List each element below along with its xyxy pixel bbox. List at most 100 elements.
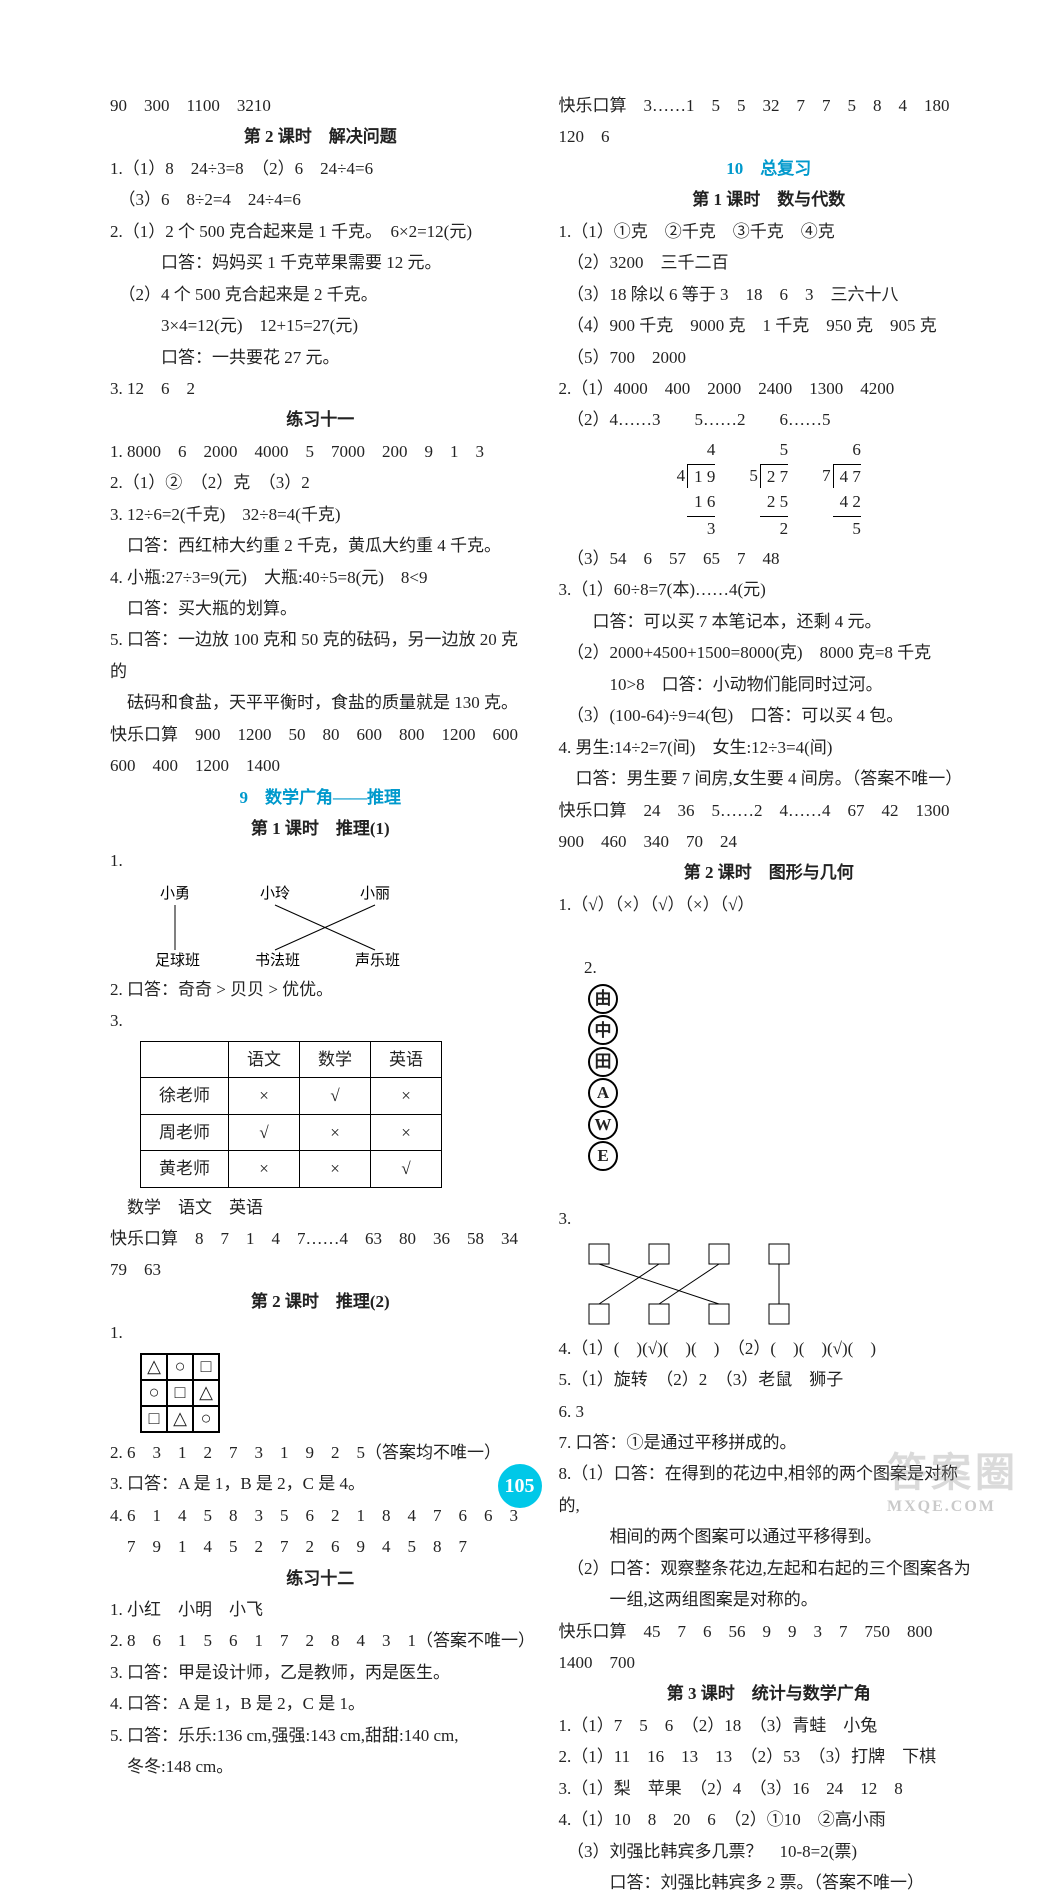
text: 1400 700 [559,1647,980,1678]
label: 小勇 [160,885,190,902]
circle-icon: 中 [588,1015,618,1045]
heading: 第 2 课时 图形与几何 [559,857,980,888]
text: （2）2000+4500+1500=8000(克) 8000 克=8 千克 [559,637,980,668]
section-heading: 9 数学广角——推理 [110,782,531,813]
circles-row: 2. 由 中 田 A W E [559,920,980,1203]
text: （3）6 8÷2=4 24÷4=6 [110,184,531,215]
cell: 徐老师 [141,1078,229,1114]
text: 5. 口答：一边放 100 克和 50 克的砝码，另一边放 20 克的 [110,624,531,687]
heading: 练习十二 [110,1563,531,1594]
text: 900 460 340 70 24 [559,826,980,857]
text: 4. 男生:14÷2=7(间) 女生:12÷3=4(间) [559,732,980,763]
heading: 第 1 课时 推理(1) [110,813,531,844]
text: 5.（1）旋转 （2）2 （3）老鼠 狮子 [559,1364,980,1395]
text: 1.（1）8 24÷3=8 （2）6 24÷4=6 [110,153,531,184]
text: （3）18 除以 6 等于 3 18 6 3 三六十八 [559,279,980,310]
cell: 周老师 [141,1114,229,1150]
text: 1.（√）（×）（√）（×）（√） [559,889,980,920]
text: （3）54 6 57 65 7 48 [559,543,980,574]
text: 2.（1）11 16 13 13 （2）53 （3）打牌 下棋 [559,1741,980,1772]
label: 足球班 [155,952,200,969]
cell: √ [300,1078,371,1114]
text: 1. 小红 小明 小飞 [110,1594,531,1625]
shape-grid: △ ○ □ ○ □ △ □ △ ○ [140,1353,220,1433]
text: 1. 8000 6 2000 4000 5 7000 200 9 1 3 [110,436,531,467]
left-column: 90 300 1100 3210 第 2 课时 解决问题 1.（1）8 24÷3… [110,90,531,1899]
text: 快乐口算 900 1200 50 80 600 800 1200 600 [110,719,531,750]
text: （2）3200 三千二百 [559,247,980,278]
division-2: 5 52 7 2 5 2 [747,436,790,543]
text: 3. [110,1005,531,1036]
text: 4. 口答：A 是 1，B 是 2，C 是 1。 [110,1688,531,1719]
text: 口答：刘强比韩宾多 2 票。（答案不唯一） [559,1867,980,1898]
text: 90 300 1100 3210 [110,90,531,121]
heading: 第 1 课时 数与代数 [559,184,980,215]
cell: × [371,1114,442,1150]
text: 3. 口答：甲是设计师，乙是教师，丙是医生。 [110,1657,531,1688]
cell: × [300,1114,371,1150]
text: 口答：买大瓶的划算。 [110,593,531,624]
text: 4.（1）10 8 20 6 （2）①10 ②高小雨 [559,1804,980,1835]
text: 600 400 1200 1400 [110,750,531,781]
cell: 英语 [371,1041,442,1077]
division-3: 6 74 7 4 2 5 [820,436,863,543]
text: 快乐口算 24 36 5……2 4……4 67 42 1300 [559,795,980,826]
text: 1. [110,1317,531,1348]
section-heading: 10 总复习 [559,153,980,184]
text: 口答：可以买 7 本笔记本，还剩 4 元。 [559,606,980,637]
text: 口答：妈妈买 1 千克苹果需要 12 元。 [110,247,531,278]
cell: □ [141,1406,167,1432]
division-1: 4 41 9 1 6 3 [675,436,718,543]
text: 10>8 口答：小动物们能同时过河。 [559,669,980,700]
cell: √ [371,1151,442,1187]
text: （5）700 2000 [559,342,980,373]
watermark-sub: MXQE.COM [887,1498,1019,1516]
cell: × [300,1151,371,1187]
cell: × [229,1078,300,1114]
cell: ○ [193,1406,219,1432]
matching-diagram-2 [579,1239,839,1329]
circle-icon: E [588,1141,618,1171]
heading: 第 2 课时 解决问题 [110,121,531,152]
long-division-row: 4 41 9 1 6 3 5 52 7 2 5 2 6 74 7 4 2 5 [559,436,980,543]
text: 3. 口答：A 是 1，B 是 2，C 是 4。 [110,1468,531,1499]
cell: 数学 [300,1041,371,1077]
text: 口答：男生要 7 间房,女生要 4 间房。（答案不唯一） [559,763,980,794]
text: 快乐口算 3……1 5 5 32 7 7 5 8 4 180 [559,90,980,121]
text: 4. 6 1 4 5 8 3 5 6 2 1 8 4 7 6 6 3 [110,1500,531,1531]
text: 口答：一共要花 27 元。 [110,342,531,373]
text: （2）4……3 5……2 6……5 [559,404,980,435]
text: 快乐口算 8 7 1 4 7……4 63 80 36 58 34 [110,1223,531,1254]
prefix: 2. [584,958,597,977]
text: 5. 口答：乐乐:136 cm,强强:143 cm,甜甜:140 cm, [110,1720,531,1751]
teacher-table: 语文 数学 英语 徐老师 × √ × 周老师 √ × × 黄老师 × × √ [140,1041,442,1188]
page-number-badge: 105 [498,1464,542,1508]
label: 小丽 [360,885,390,902]
text: 4. 小瓶:27÷3=9(元) 大瓶:40÷5=8(元) 8<9 [110,562,531,593]
text: （2）口答：观察整条花边,左起和右起的三个图案各为 [559,1553,980,1584]
text: 一组,这两组图案是对称的。 [559,1584,980,1615]
label: 书法班 [255,952,300,969]
text: 2. 口答：奇奇 > 贝贝 > 优优。 [110,974,531,1005]
heading: 第 2 课时 推理(2) [110,1286,531,1317]
text: （3）刘强比韩宾多几票？ 10-8=2(票) [559,1836,980,1867]
page-columns: 90 300 1100 3210 第 2 课时 解决问题 1.（1）8 24÷3… [110,90,979,1899]
text: 2. 6 3 1 2 7 3 1 9 2 5（答案均不唯一） [110,1437,531,1468]
cell: √ [229,1114,300,1150]
text: 2.（1）4000 400 2000 2400 1300 4200 [559,373,980,404]
text: 1.（1）7 5 6 （2）18 （3）青蛙 小兔 [559,1710,980,1741]
text: 冬冬:148 cm。 [110,1751,531,1782]
right-column: 快乐口算 3……1 5 5 32 7 7 5 8 4 180 120 6 10 … [559,90,980,1899]
text: （2）4 个 500 克合起来是 2 千克。 [110,279,531,310]
text: 3.（1）60÷8=7(本)……4(元) [559,574,980,605]
text: 3.（1）梨 苹果 （2）4 （3）16 24 12 8 [559,1773,980,1804]
text: 3. [559,1203,980,1234]
heading: 第 3 课时 统计与数学广角 [559,1678,980,1709]
cell: × [371,1078,442,1114]
text: 6. 3 [559,1396,980,1427]
text: 3. 12÷6=2(千克) 32÷8=4(千克) [110,499,531,530]
matching-diagram-1: 小勇 小玲 小丽 足球班 书法班 声乐班 [130,880,430,970]
text: （4）900 千克 9000 克 1 千克 950 克 905 克 [559,310,980,341]
circle-icon: W [588,1110,618,1140]
text: 1. [110,845,531,876]
